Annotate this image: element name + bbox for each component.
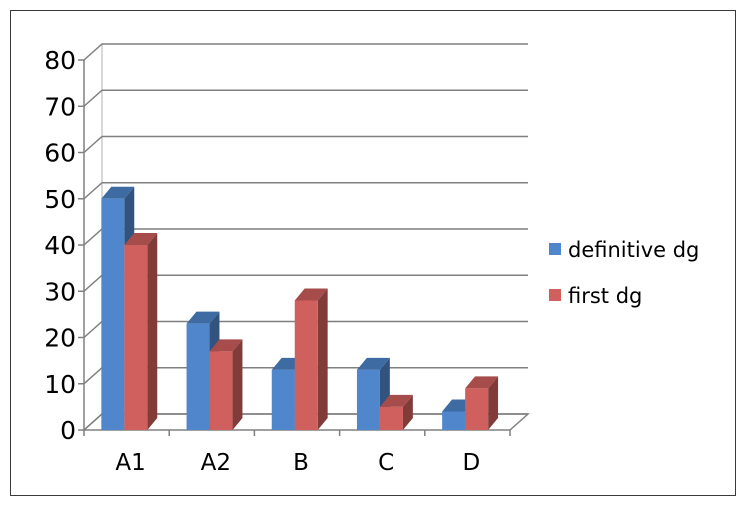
y-tick-label: 80: [44, 46, 76, 75]
x-tick-label: A1: [115, 450, 145, 476]
gridline: [83, 43, 528, 61]
legend-label: definitive dg: [568, 238, 699, 262]
bar: [294, 288, 328, 430]
bar-front: [465, 388, 489, 430]
bar-front: [356, 369, 380, 430]
legend: definitive dg first dg: [549, 238, 699, 308]
y-tick-label: 70: [44, 92, 76, 121]
bar-top: [465, 376, 499, 389]
bar: [465, 376, 499, 430]
bar-side: [232, 339, 243, 430]
gridline: [83, 89, 528, 107]
bar-top: [356, 357, 390, 370]
bar-front: [124, 245, 148, 430]
bar-front: [209, 351, 233, 430]
gridline: [83, 135, 528, 154]
legend-item: definitive dg: [549, 238, 699, 262]
bar-top: [186, 311, 220, 324]
bar-front: [186, 323, 210, 430]
bar-front: [101, 198, 125, 430]
y-axis: 0 10 20 30 40 50 60 70 80: [44, 46, 84, 445]
bar-top: [294, 288, 328, 301]
y-tick-label: 30: [44, 277, 76, 306]
y-tick-label: 40: [44, 231, 76, 260]
bar-side: [317, 288, 328, 430]
legend-item: first dg: [549, 284, 642, 308]
y-tick-label: 0: [60, 416, 76, 445]
bar-front: [294, 300, 318, 430]
y-tick-label: 60: [44, 139, 76, 168]
bar-front: [442, 411, 466, 430]
bar-top: [209, 339, 243, 352]
legend-label: first dg: [568, 284, 642, 308]
bar-side: [402, 394, 413, 430]
bar-top: [124, 233, 158, 245]
y-tick-label: 50: [44, 185, 76, 214]
bar-front: [379, 406, 403, 430]
bar-side: [488, 376, 499, 430]
x-tick-label: D: [463, 450, 481, 476]
bar-front: [271, 369, 295, 430]
bar-side: [147, 233, 158, 430]
legend-swatch: [549, 243, 561, 255]
gridline: [83, 182, 528, 200]
bar-top: [379, 394, 413, 407]
x-tick-label: C: [378, 450, 394, 476]
x-tick-label: A2: [201, 450, 231, 476]
y-tick-label: 10: [44, 370, 76, 399]
bar-top: [101, 186, 135, 199]
x-axis: A1 A2 B C D: [83, 430, 511, 476]
bar: [124, 233, 158, 430]
y-tick-label: 20: [44, 324, 76, 353]
legend-swatch: [549, 289, 561, 301]
x-tick-label: B: [293, 450, 309, 476]
bar: [209, 339, 243, 430]
bar: [379, 394, 413, 430]
bars: [101, 186, 499, 430]
